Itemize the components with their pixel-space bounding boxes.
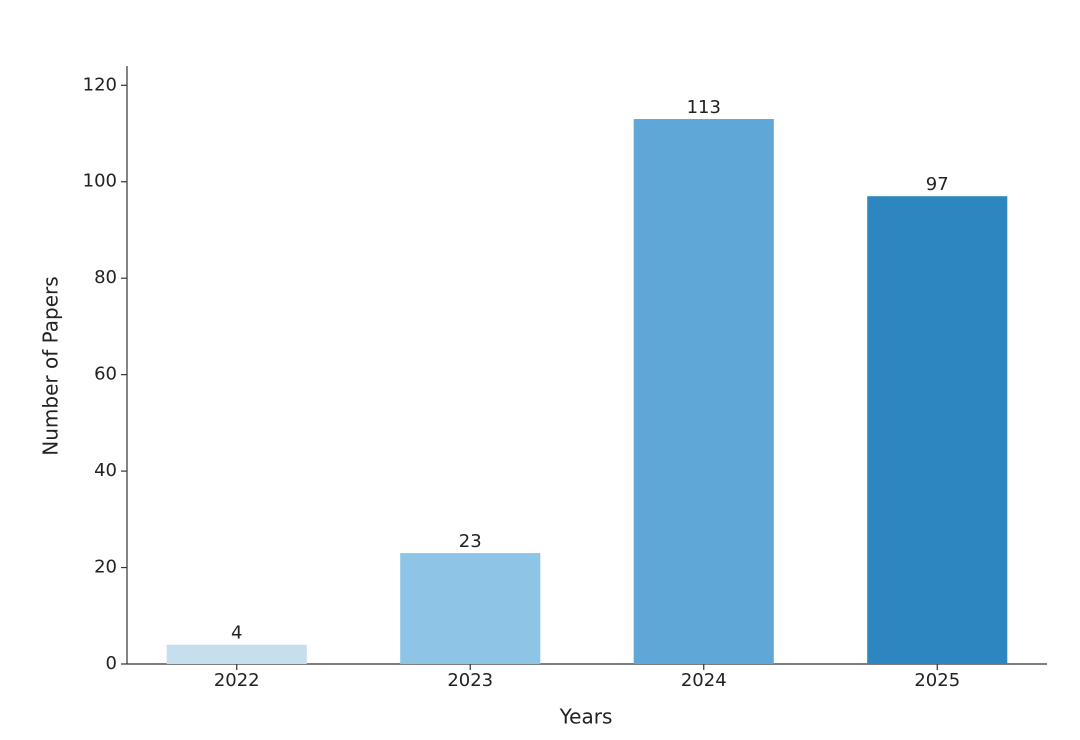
y-tick-label: 60 (94, 364, 117, 385)
x-tick-label: 2025 (914, 670, 960, 691)
bar (166, 644, 307, 664)
x-tick-label: 2022 (214, 670, 260, 691)
x-axis-label: Years (559, 705, 613, 729)
bar (633, 119, 774, 664)
value-label: 97 (926, 174, 949, 195)
x-tick-label: 2024 (681, 670, 727, 691)
y-tick-label: 20 (94, 557, 117, 578)
value-label: 23 (459, 531, 482, 552)
value-label: 4 (231, 623, 242, 644)
y-tick-label: 0 (106, 653, 117, 674)
y-tick-label: 100 (83, 171, 117, 192)
value-label: 113 (687, 97, 721, 118)
y-tick-label: 80 (94, 267, 117, 288)
bar (400, 553, 541, 664)
bar (867, 196, 1008, 665)
y-tick-label: 120 (83, 74, 117, 95)
y-axis-label: Number of Papers (39, 276, 63, 455)
y-tick-label: 40 (94, 460, 117, 481)
x-tick-label: 2023 (447, 670, 493, 691)
